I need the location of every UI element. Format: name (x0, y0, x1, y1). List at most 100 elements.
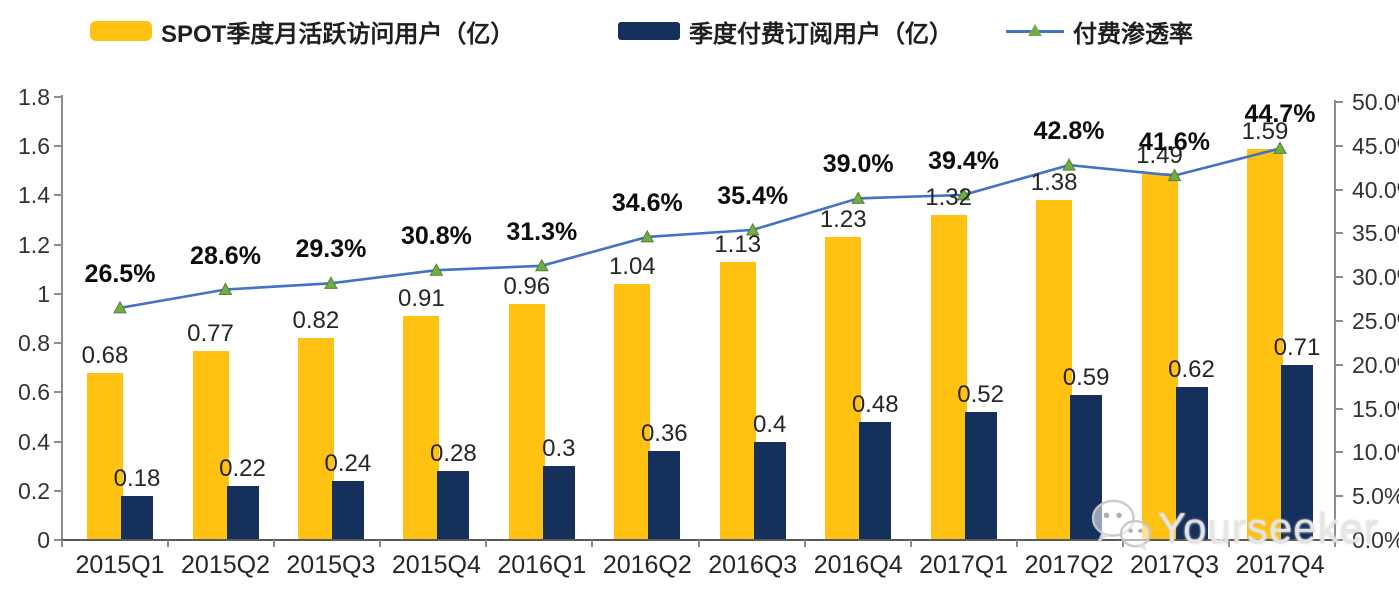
penetration-pct-label: 39.4% (928, 146, 1000, 175)
axis-tick (54, 96, 61, 98)
penetration-pct-label: 31.3% (506, 217, 578, 246)
bar-mau (192, 350, 229, 540)
axis-tick (273, 540, 276, 547)
legend-item-subscribers: 季度付费订阅用户（亿） (618, 18, 953, 48)
bar-value-label-mau: 0.68 (81, 341, 129, 369)
y-right-tick-label: 10.0% (1352, 439, 1399, 466)
x-tick-label: 2017Q1 (919, 551, 1009, 579)
bar-subscribers (859, 421, 892, 540)
axis-tick (1336, 320, 1343, 322)
bar-value-label-subscribers: 0.59 (1062, 363, 1110, 391)
penetration-pct-label: 42.8% (1033, 117, 1105, 146)
x-tick-label: 2017Q3 (1130, 551, 1219, 579)
bar-subscribers (542, 466, 575, 540)
x-tick-label: 2016Q4 (813, 551, 903, 579)
axis-tick (1336, 451, 1343, 454)
penetration-pct-label: 26.5% (84, 259, 156, 288)
bar-value-label-subscribers: 0.62 (1168, 356, 1215, 384)
y-left-tick-label: 1.8 (18, 84, 50, 110)
bar-value-label-mau: 0.77 (187, 319, 234, 347)
axis-tick (591, 540, 594, 547)
axis-tick (697, 540, 700, 547)
y-left-tick-label: 0.4 (18, 428, 50, 455)
penetration-pct-label: 35.4% (717, 181, 789, 210)
line-marker-triangle-icon (851, 191, 866, 204)
penetration-pct-label: 44.7% (1244, 100, 1316, 129)
line-marker-triangle-icon (324, 276, 338, 289)
bar-subscribers (1070, 394, 1103, 540)
y-right-tick-label: 45.0% (1352, 132, 1399, 159)
line-marker-triangle-icon (534, 258, 549, 272)
bar-value-label-subscribers: 0.28 (430, 440, 477, 468)
y-right-tick-label: 25.0% (1352, 308, 1399, 334)
x-tick-label: 2015Q4 (391, 551, 481, 579)
legend-label-penetration: 付费渗透率 (1073, 20, 1193, 48)
y-left-tick-label: 1.6 (18, 133, 50, 160)
bar-value-label-mau: 1.13 (714, 230, 762, 258)
bar-value-label-subscribers: 0.71 (1273, 334, 1321, 362)
bar-value-label-mau: 1.32 (925, 184, 972, 212)
penetration-pct-label: 41.6% (1139, 127, 1210, 156)
axis-tick (1336, 101, 1343, 103)
bar-value-label-mau: 0.82 (292, 307, 340, 335)
bar-mau (297, 338, 334, 540)
axis-tick (1121, 540, 1124, 547)
bar-mau (508, 303, 545, 540)
y-left-tick-label: 0.8 (18, 330, 50, 357)
bar-value-label-mau: 1.23 (819, 206, 867, 234)
y-left-tick-label: 0.2 (18, 477, 50, 504)
penetration-pct-label: 29.3% (295, 235, 367, 264)
y-right-tick-label: 35.0% (1352, 220, 1399, 247)
axis-tick (1227, 540, 1230, 547)
axis-tick (54, 391, 61, 394)
bar-subscribers (331, 480, 364, 540)
bar-subscribers (226, 485, 259, 540)
y-right-tick-label: 30.0% (1352, 264, 1399, 291)
axis-tick (54, 440, 61, 443)
x-tick-label: 2015Q2 (181, 551, 270, 579)
bar-value-label-subscribers: 0.22 (219, 454, 266, 482)
left-axis (61, 95, 63, 540)
bar-value-label-mau: 0.96 (503, 272, 551, 300)
line-marker-triangle-icon (429, 263, 444, 276)
penetration-pct-label: 28.6% (190, 241, 261, 270)
axis-tick (379, 540, 382, 547)
y-left-tick-label: 0 (37, 527, 50, 553)
axis-tick (54, 243, 61, 246)
x-tick-label: 2017Q4 (1235, 551, 1325, 579)
legend-item-penetration: 付费渗透率 (1006, 18, 1193, 48)
legend-label-mau: SPOT季度月活跃访问用户（亿） (161, 20, 515, 48)
axis-tick (1336, 144, 1343, 147)
axis-tick (54, 489, 61, 492)
bar-subscribers (121, 495, 153, 540)
bar-subscribers (437, 471, 470, 540)
bar-value-label-subscribers: 0.24 (324, 449, 372, 477)
axis-tick (1334, 540, 1336, 547)
axis-tick (1336, 232, 1343, 235)
y-right-tick-label: 50.0% (1352, 89, 1399, 115)
bar-mau (403, 316, 440, 540)
bar-subscribers (753, 441, 786, 540)
bar-subscribers (1281, 365, 1313, 540)
bar-mau (614, 284, 651, 540)
bar-subscribers (648, 451, 681, 540)
y-right-tick-label: 15.0% (1352, 395, 1399, 422)
axis-tick (54, 539, 61, 541)
axis-tick (1336, 188, 1343, 191)
penetration-pct-label: 39.0% (822, 150, 894, 179)
axis-tick (485, 540, 488, 547)
axis-tick (1336, 407, 1343, 410)
axis-tick (1336, 363, 1343, 366)
line-marker-triangle-icon (113, 300, 127, 314)
penetration-pct-label: 30.8% (400, 222, 472, 251)
bar-mau (719, 261, 756, 540)
x-tick-label: 2016Q1 (497, 551, 587, 579)
x-tick-label: 2016Q3 (708, 551, 798, 579)
axis-tick (909, 540, 912, 547)
line-marker-triangle-icon (218, 282, 233, 295)
axis-tick (1336, 276, 1343, 279)
bar-subscribers (964, 412, 997, 540)
axis-tick (1015, 540, 1018, 547)
